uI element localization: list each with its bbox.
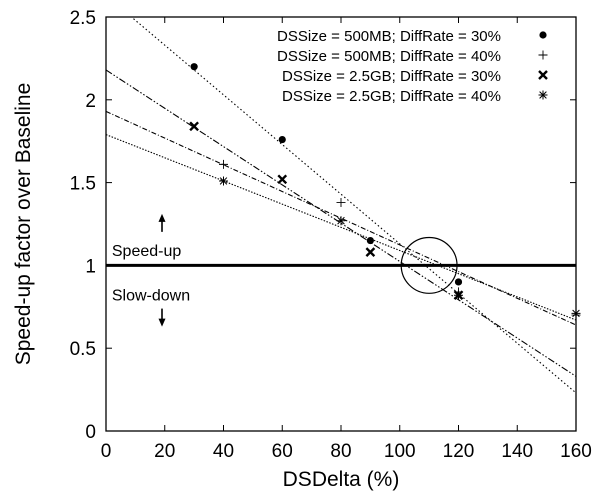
y-axis-ticks: 0 0.5 1 1.5 2 2.5 [70, 8, 576, 443]
legend-marker-1 [539, 31, 547, 39]
y-tick-label: 0 [85, 422, 96, 443]
x-tick-label: 120 [443, 441, 475, 462]
legend-marker-3 [538, 70, 548, 80]
legend-label-2: DSSize = 500MB; DiffRate = 40% [277, 48, 501, 65]
x-tick-label: 140 [501, 441, 533, 462]
data-point-s4 [454, 290, 463, 300]
legend: DSSize = 500MB; DiffRate = 30% DSSize = 5… [277, 28, 548, 105]
data-point-s1 [278, 135, 286, 144]
y-tick-label: 1 [85, 256, 96, 277]
y-tick-label: 0.5 [70, 339, 96, 360]
y-tick-label: 2.5 [70, 8, 96, 29]
x-tick-label: 0 [101, 441, 112, 462]
data-point-s1 [190, 63, 198, 71]
y-axis-title: Speed-up factor over Baseline [12, 83, 35, 366]
x-axis-title: DSDelta (%) [283, 468, 400, 491]
x-axis-ticks: 0 20 40 60 80 100 120 140 160 [101, 17, 592, 462]
data-point-s3 [189, 121, 199, 132]
data-point-s1 [366, 236, 374, 245]
data-point-s3 [277, 174, 288, 185]
data-point-s4 [219, 176, 228, 186]
speed-up-label: Speed-up [112, 243, 181, 260]
arrow-up-icon [158, 213, 166, 232]
fit-line-4 [106, 134, 576, 321]
annotations: Speed-up Slow-down [112, 213, 458, 327]
x-tick-label: 160 [560, 441, 592, 462]
intersection-circle [400, 236, 458, 294]
data-point-s3 [365, 247, 376, 258]
arrow-down-icon [158, 308, 166, 327]
legend-label-1: DSSize = 500MB; DiffRate = 30% [277, 28, 501, 45]
data-point-s2 [336, 197, 346, 207]
fit-lines [106, 17, 576, 394]
legend-label-3: DSSize = 2.5GB; DiffRate = 30% [282, 68, 501, 85]
fit-line-1 [130, 17, 576, 394]
legend-marker-4 [538, 90, 548, 100]
x-tick-label: 40 [213, 441, 234, 462]
data-points [189, 63, 581, 320]
legend-marker-2 [538, 50, 548, 60]
slow-down-label: Slow-down [112, 288, 190, 305]
y-tick-label: 2 [85, 91, 96, 112]
data-point-s4 [571, 308, 581, 318]
fit-line-3 [106, 69, 576, 377]
data-point-s2 [219, 159, 228, 169]
x-tick-label: 100 [384, 441, 416, 462]
y-tick-label: 1.5 [70, 174, 96, 195]
data-point-s1 [454, 278, 463, 286]
x-tick-label: 80 [330, 441, 351, 462]
legend-label-4: DSSize = 2.5GB; DiffRate = 40% [282, 88, 501, 105]
x-tick-label: 60 [272, 441, 293, 462]
data-point-s4 [336, 216, 346, 226]
x-tick-label: 20 [154, 441, 175, 462]
